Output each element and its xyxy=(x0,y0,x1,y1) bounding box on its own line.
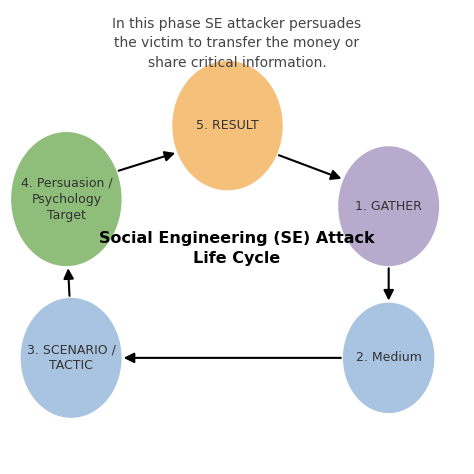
Ellipse shape xyxy=(21,299,121,417)
Text: 4. Persuasion /
Psychology
Target: 4. Persuasion / Psychology Target xyxy=(20,177,112,221)
Text: 5. RESULT: 5. RESULT xyxy=(196,119,259,132)
Text: 1. GATHER: 1. GATHER xyxy=(355,200,422,213)
Text: 2. Medium: 2. Medium xyxy=(356,351,421,365)
Text: 3. SCENARIO /
TACTIC: 3. SCENARIO / TACTIC xyxy=(27,343,116,373)
Ellipse shape xyxy=(339,147,438,265)
Ellipse shape xyxy=(173,62,282,190)
Ellipse shape xyxy=(12,133,121,265)
Ellipse shape xyxy=(344,303,434,412)
Text: Social Engineering (SE) Attack
Life Cycle: Social Engineering (SE) Attack Life Cycl… xyxy=(99,231,375,266)
Text: In this phase SE attacker persuades
the victim to transfer the money or
share cr: In this phase SE attacker persuades the … xyxy=(112,17,362,70)
